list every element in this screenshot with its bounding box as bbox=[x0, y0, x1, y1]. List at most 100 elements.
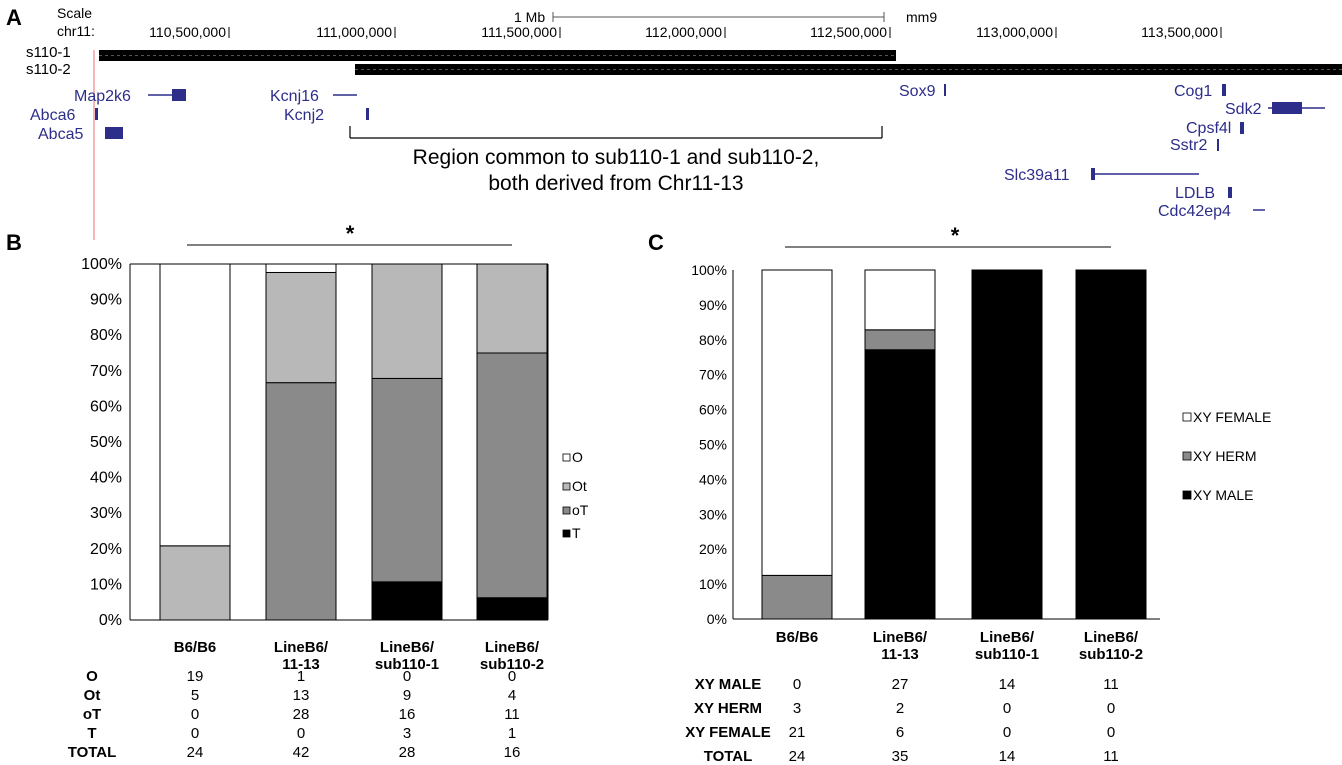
bar-segment-ot bbox=[265, 382, 337, 621]
chart-b-y-tick-label: 100% bbox=[81, 256, 122, 273]
chart-c-category-labels: B6/B6 LineB6/11-13LineB6/sub110-1LineB6/s… bbox=[776, 629, 1143, 663]
table-cell: 0 bbox=[508, 668, 516, 685]
chart-c-y-tick-label: 80% bbox=[699, 332, 727, 348]
scale-label: Scale bbox=[57, 5, 92, 21]
significance-star: * bbox=[346, 221, 355, 246]
bar-segment-xy-herm bbox=[864, 329, 936, 351]
bar-segment-xy-female bbox=[761, 269, 833, 576]
bar-segment-xy-male bbox=[864, 349, 936, 620]
table-cell: 0 bbox=[191, 706, 199, 723]
coord-tick-label: 110,500,000 bbox=[149, 24, 226, 40]
table-cell: 0 bbox=[191, 725, 199, 742]
table-row: XY HERM 3 2 0 0 bbox=[694, 700, 1115, 717]
bar-segment-ot bbox=[476, 263, 548, 354]
scale-bar-label: 1 Mb bbox=[514, 9, 545, 25]
table-cell: 35 bbox=[892, 748, 909, 765]
chart-c-bars bbox=[761, 269, 1147, 620]
common-region-bracket: Region common to sub110-1 and sub110-2, … bbox=[349, 126, 883, 195]
bar-segment-o bbox=[159, 263, 231, 547]
table-cell: 27 bbox=[892, 676, 909, 693]
coord-tick-label: 111,000,000 bbox=[316, 24, 392, 40]
legend-swatch-o bbox=[562, 453, 571, 462]
chrom-label: chr11: bbox=[57, 23, 95, 39]
bar-segment-xy-male bbox=[1075, 269, 1147, 620]
chart-c-y-axis: 0% 10% 20% 30% 40% 50% 60% 70% 80% 90% 100% bbox=[691, 262, 1160, 627]
panel-c-letter: C bbox=[648, 230, 664, 255]
chart-c-category-label: sub110-1 bbox=[975, 646, 1039, 663]
gene-label-map2k6: Map2k6 bbox=[74, 88, 131, 105]
legend-swatch-xy-male bbox=[1182, 490, 1192, 500]
chart-c-legend: XY FEMALE XY HERM XY MALE bbox=[1182, 409, 1271, 503]
table-cell: 19 bbox=[187, 668, 204, 685]
table-row: XY FEMALE 21 6 0 0 bbox=[685, 724, 1115, 741]
chart-b-y-tick-label: 20% bbox=[90, 541, 122, 558]
chart-c-count-table: XY MALE 0 27 14 11 XY HERM 3 2 0 0 XY FE… bbox=[685, 676, 1119, 765]
chart-c-y-tick-label: 40% bbox=[699, 471, 727, 487]
bar-segment-ot bbox=[371, 377, 443, 583]
table-cell: 0 bbox=[1107, 700, 1115, 717]
gene-model-cpsf4l bbox=[1240, 122, 1244, 134]
table-cell: 1 bbox=[297, 668, 305, 685]
chart-b-category-label: LineB6/ bbox=[485, 639, 540, 656]
chart-b-y-tick-label: 70% bbox=[90, 363, 122, 380]
chart-c-category-label: B6/B6 bbox=[776, 629, 819, 646]
coord-tick-label: 112,500,000 bbox=[810, 24, 887, 40]
table-cell: 11 bbox=[1103, 676, 1119, 693]
table-row-label: O bbox=[86, 668, 98, 685]
legend-swatch-xy-female bbox=[1182, 412, 1192, 422]
table-cell: 14 bbox=[999, 748, 1016, 765]
legend-label-ot-lower: oT bbox=[572, 502, 589, 518]
gene-exons-map2k6 bbox=[172, 89, 186, 101]
chart-b-y-tick-label: 30% bbox=[90, 505, 122, 522]
table-cell: 42 bbox=[293, 744, 310, 761]
chart-b-legend: O Ot oT T bbox=[562, 449, 589, 541]
gene-label-kcnj2: Kcnj2 bbox=[284, 107, 324, 124]
chart-b-category-label: LineB6/ bbox=[380, 639, 435, 656]
table-cell: 16 bbox=[504, 744, 521, 761]
assembly-label: mm9 bbox=[906, 9, 937, 25]
table-cell: 4 bbox=[508, 687, 516, 704]
gene-exon-slc39a11 bbox=[1091, 168, 1095, 180]
table-row-label: Ot bbox=[84, 687, 101, 704]
gene-model-sstr2 bbox=[1217, 139, 1219, 151]
gene-label-cpsf4l: Cpsf4l bbox=[1186, 120, 1231, 137]
bar-segment-t bbox=[371, 581, 443, 621]
coord-tick-label: 112,000,000 bbox=[645, 24, 722, 40]
chart-b-y-tick-label: 50% bbox=[90, 434, 122, 451]
bar-segment-xy-female bbox=[864, 269, 936, 331]
chart-b-y-tick-label: 40% bbox=[90, 470, 122, 487]
gene-label-abca6: Abca6 bbox=[30, 107, 75, 124]
chart-c-category-label: LineB6/ bbox=[1084, 629, 1139, 646]
table-cell: 1 bbox=[508, 725, 516, 742]
coord-tick-label: 113,000,000 bbox=[976, 24, 1053, 40]
chart-c-y-tick-label: 30% bbox=[699, 506, 727, 522]
table-cell: 9 bbox=[403, 687, 411, 704]
table-cell: 2 bbox=[896, 700, 904, 717]
table-cell: 0 bbox=[793, 676, 801, 693]
chart-b-y-tick-label: 90% bbox=[90, 292, 122, 309]
chart-c-y-tick-label: 0% bbox=[707, 611, 727, 627]
region-caption-line2: both derived from Chr11-13 bbox=[488, 172, 743, 195]
chart-c-y-tick-label: 10% bbox=[699, 576, 727, 592]
table-cell: 11 bbox=[1103, 748, 1119, 765]
table-row: TOTAL 24 35 14 11 bbox=[704, 748, 1119, 765]
panel-b-letter: B bbox=[6, 230, 22, 255]
table-cell: 0 bbox=[403, 668, 411, 685]
legend-label-xy-herm: XY HERM bbox=[1193, 448, 1257, 464]
gene-label-cog1: Cog1 bbox=[1174, 83, 1212, 100]
table-cell: 16 bbox=[399, 706, 416, 723]
bar-segment-ot bbox=[476, 352, 548, 599]
table-row-label: T bbox=[87, 725, 96, 742]
gene-label-sdk2: Sdk2 bbox=[1225, 101, 1262, 118]
panel-c-chart: C * 0% 10% 20% 30% 40% 50% 60% 70% 80% 90% 100% B6… bbox=[648, 223, 1271, 765]
table-cell: 3 bbox=[403, 725, 411, 742]
gene-model-sox9 bbox=[944, 84, 946, 96]
legend-swatch-xy-herm bbox=[1182, 451, 1192, 461]
gene-model-abca5 bbox=[105, 127, 123, 139]
bar-segment-xy-male bbox=[971, 269, 1043, 620]
coordinate-ticks: 110,500,000 111,000,000 111,500,000 112,… bbox=[149, 24, 1222, 40]
gene-exons-sdk2 bbox=[1272, 102, 1302, 114]
chart-b-category-label: B6/B6 bbox=[174, 639, 217, 656]
chart-c-category-label: 11-13 bbox=[881, 646, 919, 663]
chart-c-y-tick-label: 50% bbox=[699, 437, 727, 453]
